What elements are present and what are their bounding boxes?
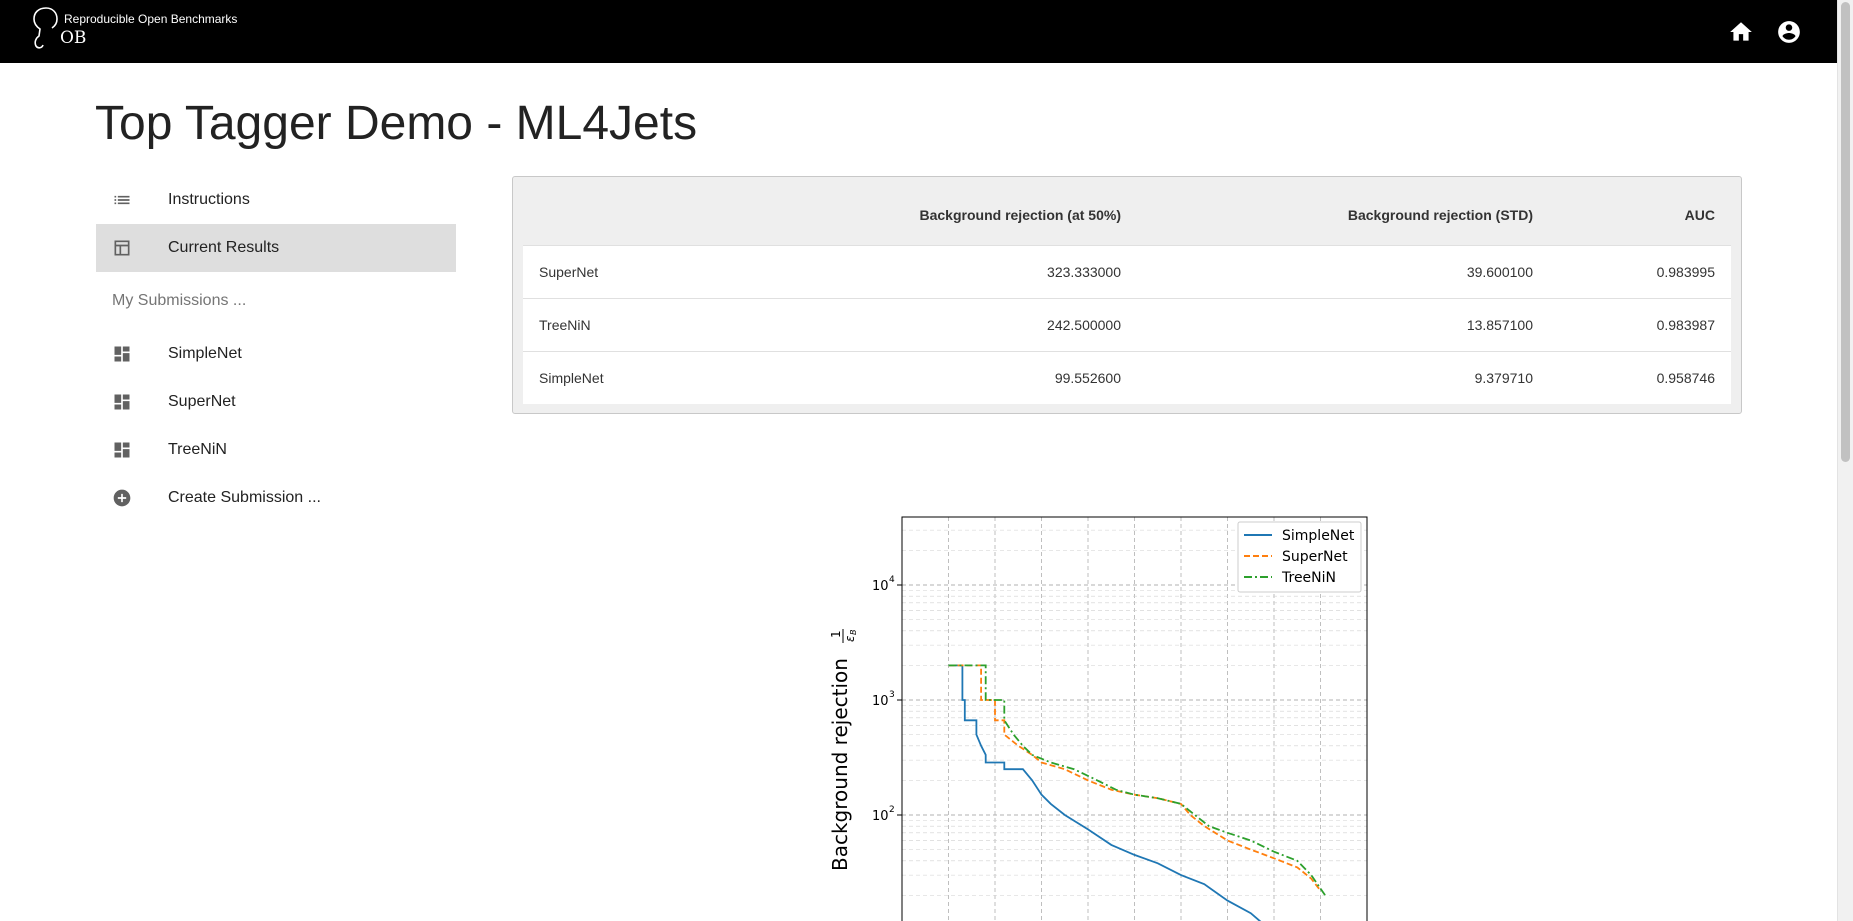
sidebar-item-simplenet[interactable]: SimpleNet <box>96 330 456 378</box>
sidebar-item-label: Instructions <box>168 191 250 208</box>
dashboard-icon <box>114 346 130 362</box>
y-tick-label: 10 <box>872 694 889 709</box>
column-header-auc: AUC <box>1549 185 1731 246</box>
cell-rejection: 323.333000 <box>685 245 1137 299</box>
brand-name: Reproducible Open Benchmarks <box>64 12 238 26</box>
results-card: Background rejection (at 50%) Background… <box>512 176 1742 414</box>
table-row[interactable]: TreeNiN 242.500000 13.857100 0.983987 <box>523 298 1731 352</box>
sidebar-item-label: Current Results <box>168 239 280 256</box>
y-axis-label-denominator-subscript: B <box>849 630 858 636</box>
create-submission-button[interactable]: Create Submission ... <box>96 474 456 522</box>
dashboard-icon <box>114 442 130 458</box>
series-line-supernet <box>948 664 1322 892</box>
cell-auc: 0.983987 <box>1549 298 1731 352</box>
table-icon <box>114 240 130 256</box>
cell-rejection: 99.552600 <box>685 351 1137 404</box>
y-tick-label: 10 <box>872 809 889 824</box>
submissions-subheader: My Submissions ... <box>112 292 247 309</box>
series-line-treenin <box>948 664 1326 896</box>
table-row[interactable]: SuperNet 323.333000 39.600100 0.983995 <box>523 245 1731 299</box>
column-header-std: Background rejection (STD) <box>1137 185 1549 246</box>
top-app-bar: Reproducible Open Benchmarks OB <box>0 0 1838 63</box>
cell-std: 13.857100 <box>1137 298 1549 352</box>
legend-label-supernet: SuperNet <box>1282 549 1348 565</box>
y-tick-exponent: 3 <box>889 690 895 700</box>
legend-label-simplenet: SimpleNet <box>1282 528 1355 544</box>
chart-legend: SimpleNet SuperNet TreeNiN <box>1237 521 1362 593</box>
y-tick-label: 10 <box>872 579 889 594</box>
create-submission-label: Create Submission ... <box>168 489 321 506</box>
sidebar-item-label: SuperNet <box>168 393 236 410</box>
sidebar: Instructions Current Results My Submissi… <box>96 176 456 522</box>
cell-rejection: 242.500000 <box>685 298 1137 352</box>
brand-logo[interactable]: Reproducible Open Benchmarks OB <box>30 6 250 58</box>
results-table: Background rejection (at 50%) Background… <box>523 185 1731 404</box>
legend-box <box>1237 521 1362 593</box>
page-scrollbar[interactable] <box>1837 0 1853 921</box>
sidebar-item-supernet[interactable]: SuperNet <box>96 378 456 426</box>
sidebar-item-instructions[interactable]: Instructions <box>96 176 456 224</box>
add-circle-icon <box>113 489 131 507</box>
y-axis-label-numerator: 1 <box>829 630 843 638</box>
cell-std: 39.600100 <box>1137 245 1549 299</box>
y-tick-exponent: 2 <box>889 805 895 815</box>
cell-name: SimpleNet <box>523 351 685 404</box>
sidebar-item-label: SimpleNet <box>168 345 242 362</box>
plot-frame <box>901 516 1368 921</box>
cell-auc: 0.958746 <box>1549 351 1731 404</box>
head-silhouette-icon <box>33 7 58 49</box>
column-header-rejection: Background rejection (at 50%) <box>685 185 1137 246</box>
series-line-simplenet <box>948 664 1262 921</box>
sidebar-item-label: TreeNiN <box>168 441 227 458</box>
cell-name: TreeNiN <box>523 298 685 352</box>
brand-abbrev: OB <box>60 28 87 48</box>
list-icon <box>114 195 130 205</box>
account-circle-icon[interactable] <box>1776 19 1802 45</box>
y-axis-label: Background rejection <box>828 658 852 871</box>
column-header-name <box>523 185 685 246</box>
page-title: Top Tagger Demo - ML4Jets <box>95 97 698 150</box>
table-row[interactable]: SimpleNet 99.552600 9.379710 0.958746 <box>523 351 1731 404</box>
sidebar-item-current-results[interactable]: Current Results <box>96 224 456 272</box>
dashboard-icon <box>114 394 130 410</box>
y-axis-label-denominator: ε <box>843 635 857 642</box>
cell-std: 9.379710 <box>1137 351 1549 404</box>
table-header-row: Background rejection (at 50%) Background… <box>523 185 1731 246</box>
sidebar-item-treenin[interactable]: TreeNiN <box>96 426 456 474</box>
cell-auc: 0.983995 <box>1549 245 1731 299</box>
legend-label-treenin: TreeNiN <box>1281 570 1336 586</box>
chart-series <box>948 664 1326 921</box>
cell-name: SuperNet <box>523 245 685 299</box>
scrollbar-thumb[interactable] <box>1841 2 1850 462</box>
home-icon[interactable] <box>1728 19 1754 45</box>
y-tick-exponent: 4 <box>889 575 895 585</box>
